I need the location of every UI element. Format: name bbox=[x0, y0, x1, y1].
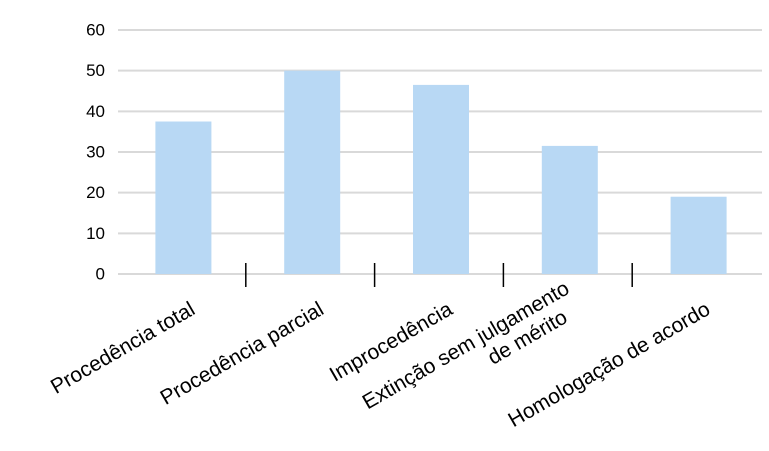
y-axis-tick-labels: 0 10 20 30 40 50 60 bbox=[86, 20, 105, 283]
y-tick-label: 50 bbox=[86, 61, 105, 80]
y-tick-label: 10 bbox=[86, 224, 105, 243]
bar bbox=[155, 121, 212, 274]
bar bbox=[413, 84, 469, 275]
bar bbox=[670, 196, 727, 274]
x-axis-tick-marks bbox=[245, 263, 633, 287]
y-tick-label: 30 bbox=[86, 142, 105, 161]
y-tick-label: 0 bbox=[96, 264, 105, 283]
bar bbox=[284, 70, 341, 275]
y-tick-label: 40 bbox=[86, 102, 105, 121]
bars bbox=[155, 70, 727, 275]
y-tick-label: 20 bbox=[86, 183, 105, 202]
y-tick-label: 60 bbox=[86, 20, 105, 39]
bar bbox=[541, 145, 598, 274]
